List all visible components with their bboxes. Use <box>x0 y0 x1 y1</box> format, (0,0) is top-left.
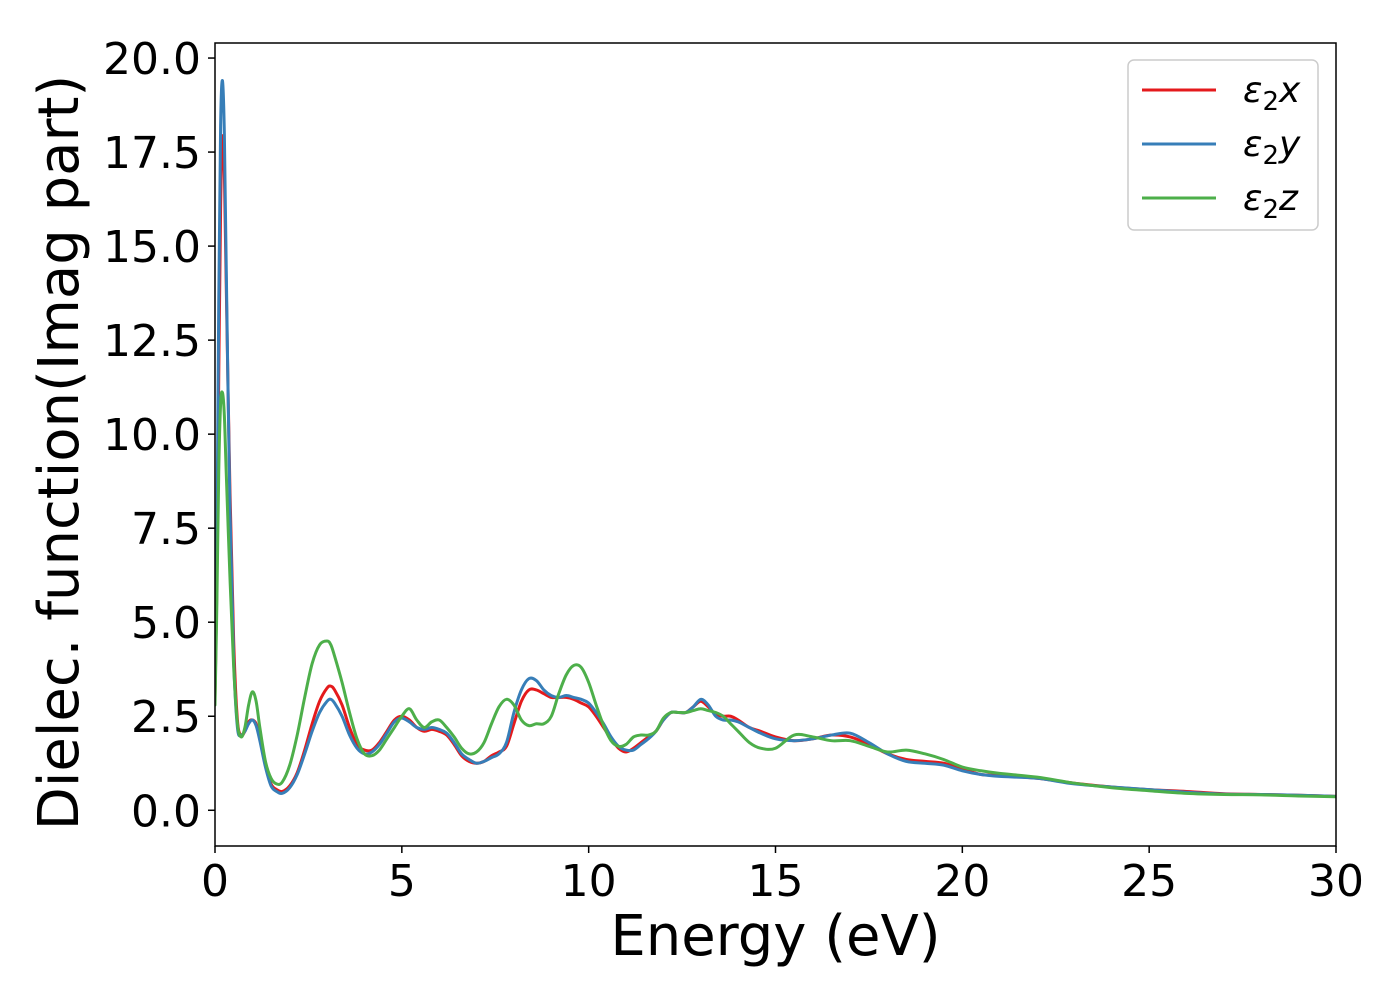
x-tick-label: 10 <box>561 856 617 907</box>
y-axis-label: Dielec. function(Imag part) <box>27 75 92 831</box>
y-tick-label: 12.5 <box>103 316 201 367</box>
x-tick-label: 15 <box>748 856 804 907</box>
y-tick-label: 7.5 <box>131 504 201 555</box>
y-tick-label: 10.0 <box>103 410 201 461</box>
legend-label: ε2x <box>1243 70 1301 117</box>
series-line-z <box>215 390 1336 799</box>
x-tick-label: 20 <box>934 856 990 907</box>
x-tick-label: 30 <box>1308 856 1364 907</box>
y-tick-label: 0.0 <box>131 786 201 837</box>
legend-entry-z: ε2z <box>1142 178 1299 225</box>
y-tick-label: 2.5 <box>131 692 201 743</box>
y-tick-label: 5.0 <box>131 598 201 649</box>
y-tick-label: 20.0 <box>103 34 201 85</box>
legend-box <box>1127 59 1319 231</box>
y-tick-label: 15.0 <box>103 222 201 273</box>
x-axis-ticks: 0 5 10 15 20 25 30 <box>201 846 1364 907</box>
y-tick-label: 17.5 <box>103 128 201 179</box>
y-axis-ticks: 0.0 2.5 5.0 7.5 10.0 12.5 15.0 17.5 20.0 <box>103 34 215 837</box>
x-tick-label: 0 <box>201 856 229 907</box>
legend-entry-y: ε2y <box>1142 124 1301 171</box>
x-tick-label: 5 <box>388 856 416 907</box>
legend: ε2x ε2y ε2z <box>1127 59 1319 231</box>
x-tick-label: 25 <box>1121 856 1177 907</box>
legend-entry-x: ε2x <box>1142 70 1301 117</box>
legend-label: ε2z <box>1243 178 1299 225</box>
legend-label: ε2y <box>1243 124 1301 171</box>
series-line-y <box>215 79 1336 798</box>
series-layer <box>215 79 1336 799</box>
x-axis-label: Energy (eV) <box>610 904 940 969</box>
